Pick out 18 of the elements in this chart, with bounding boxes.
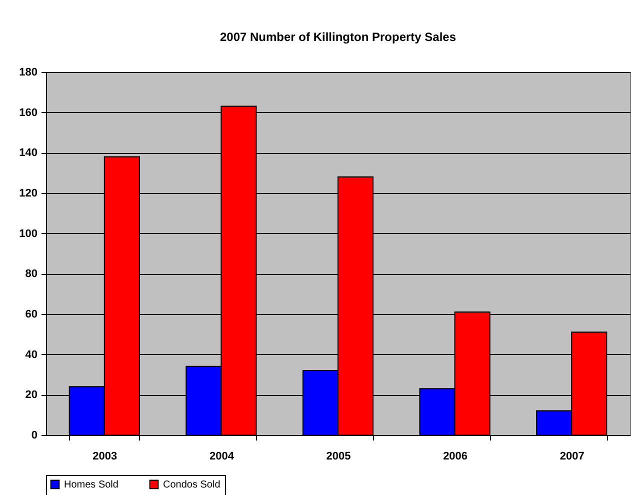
y-tick-label: 60 <box>25 308 38 320</box>
chart-title: 2007 Number of Killington Property Sales <box>220 30 456 44</box>
x-tick-label: 2006 <box>443 450 468 462</box>
y-tick-label: 80 <box>25 268 38 280</box>
y-tick-label: 20 <box>25 389 38 402</box>
legend-label: Homes Sold <box>64 479 118 490</box>
legend-label: Condos Sold <box>163 479 220 490</box>
x-tick-label: 2004 <box>209 450 235 462</box>
y-tick-label: 160 <box>19 106 38 119</box>
y-tick-label: 40 <box>25 348 38 361</box>
y-tick-label: 120 <box>19 188 38 200</box>
y-tick-label: 180 <box>19 66 38 78</box>
x-tick-label: 2003 <box>92 450 118 462</box>
x-tick-label: 2007 <box>560 450 584 462</box>
x-tick-label: 2005 <box>326 450 351 462</box>
y-tick-label: 140 <box>19 147 38 160</box>
y-tick-label: 0 <box>31 430 38 442</box>
y-tick-label: 100 <box>19 228 38 240</box>
